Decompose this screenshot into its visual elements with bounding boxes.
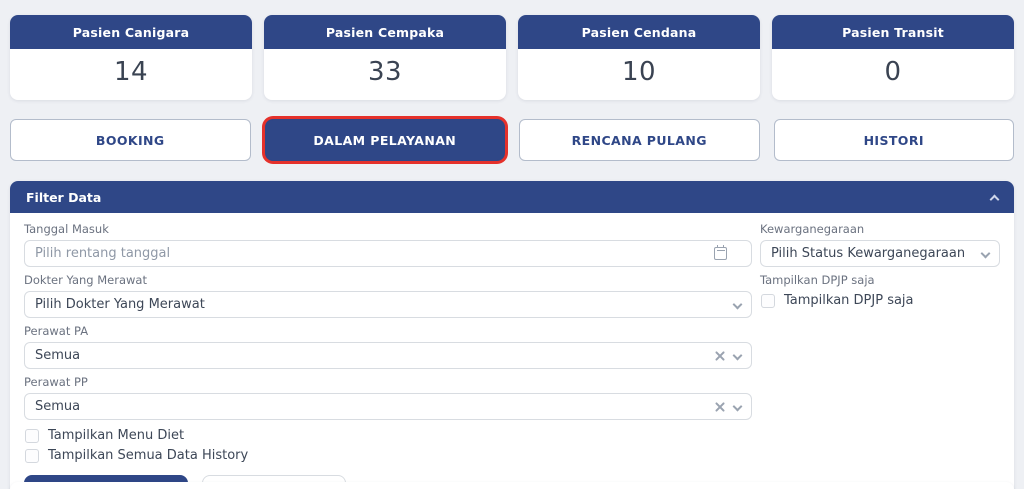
tab-booking[interactable]: BOOKING — [10, 119, 251, 161]
dokter-select[interactable]: Pilih Dokter Yang Merawat — [24, 291, 752, 318]
perawat-pp-selected-value: Semua — [35, 399, 81, 414]
dpjp-checkbox[interactable] — [761, 293, 775, 308]
clear-x-icon[interactable] — [715, 402, 725, 412]
calendar-icon[interactable] — [714, 244, 727, 260]
tanggal-masuk-placeholder: Pilih rentang tanggal — [35, 246, 171, 261]
filter-right-column: Kewarganegaraan Pilih Status Kewarganega… — [760, 222, 1000, 489]
dpjp-label: Tampilkan DPJP saja — [760, 273, 875, 287]
field-dpjp: Tampilkan DPJP saja Tampilkan DPJP saja — [760, 273, 1000, 308]
tab-dalam-pelayanan[interactable]: DALAM PELAYANAN — [264, 119, 505, 161]
summary-card-value: 33 — [367, 57, 403, 87]
chevron-up-icon[interactable] — [989, 194, 1000, 205]
menu-diet-checkbox[interactable] — [25, 428, 39, 443]
field-perawat-pa: Perawat PA Semua — [24, 324, 752, 369]
summary-cards-row: Pasien Canigara 14 Pasien Cempaka 33 Pas… — [10, 15, 1014, 100]
checkbox-row-menu-diet: Tampilkan Menu Diet — [25, 428, 752, 443]
chevron-down-icon[interactable] — [980, 248, 991, 259]
tab-histori[interactable]: HISTORI — [773, 119, 1014, 161]
summary-card-title: Pasien Cempaka — [264, 15, 506, 49]
filter-panel-header[interactable]: Filter Data — [10, 181, 1014, 213]
tanggal-masuk-input[interactable]: Pilih rentang tanggal — [24, 240, 752, 267]
filter-panel-title: Filter Data — [26, 190, 102, 205]
chevron-down-icon[interactable] — [732, 401, 743, 412]
summary-card-transit: Pasien Transit 0 — [772, 15, 1014, 100]
filter-panel: Filter Data Tanggal Masuk Pilih rentang … — [10, 181, 1014, 489]
chevron-down-icon[interactable] — [732, 299, 743, 310]
kewarganegaraan-select[interactable]: Pilih Status Kewarganegaraan — [760, 240, 1000, 267]
field-kewarganegaraan: Kewarganegaraan Pilih Status Kewarganega… — [760, 222, 1000, 267]
field-perawat-pp: Perawat PP Semua — [24, 375, 752, 420]
summary-card-value: 14 — [113, 57, 149, 87]
field-tanggal-masuk: Tanggal Masuk Pilih rentang tanggal — [24, 222, 752, 267]
dpjp-checkbox-label: Tampilkan DPJP saja — [784, 293, 914, 308]
summary-card-canigara: Pasien Canigara 14 — [10, 15, 252, 100]
kewarganegaraan-label: Kewarganegaraan — [760, 222, 865, 236]
menu-diet-checkbox-label: Tampilkan Menu Diet — [48, 428, 185, 443]
kewarganegaraan-selected-value: Pilih Status Kewarganegaraan — [771, 246, 966, 261]
data-history-checkbox[interactable] — [25, 448, 39, 463]
checkbox-row-data-history: Tampilkan Semua Data History — [25, 448, 752, 463]
dokter-label: Dokter Yang Merawat — [24, 273, 147, 287]
tab-rencana-pulang[interactable]: RENCANA PULANG — [519, 119, 760, 161]
summary-card-title: Pasien Transit — [772, 15, 1014, 49]
summary-card-value: 10 — [621, 57, 657, 87]
data-history-checkbox-label: Tampilkan Semua Data History — [48, 448, 249, 463]
checkbox-row-dpjp: Tampilkan DPJP saja — [761, 293, 1000, 308]
field-dokter: Dokter Yang Merawat Pilih Dokter Yang Me… — [24, 273, 752, 318]
next-section-card-edge — [10, 482, 1014, 489]
filter-left-column: Tanggal Masuk Pilih rentang tanggal Dokt… — [24, 222, 752, 489]
filter-form: Tanggal Masuk Pilih rentang tanggal Dokt… — [10, 213, 1014, 489]
summary-card-cempaka: Pasien Cempaka 33 — [264, 15, 506, 100]
clear-x-icon[interactable] — [715, 351, 725, 361]
chevron-down-icon[interactable] — [732, 350, 743, 361]
status-tabs: BOOKING DALAM PELAYANAN RENCANA PULANG H… — [10, 119, 1014, 161]
summary-card-title: Pasien Canigara — [10, 15, 252, 49]
summary-card-title: Pasien Cendana — [518, 15, 760, 49]
perawat-pa-select[interactable]: Semua — [24, 342, 752, 369]
perawat-pa-label: Perawat PA — [24, 324, 89, 338]
tanggal-masuk-label: Tanggal Masuk — [24, 222, 109, 236]
perawat-pp-label: Perawat PP — [24, 375, 88, 389]
summary-card-cendana: Pasien Cendana 10 — [518, 15, 760, 100]
dokter-selected-value: Pilih Dokter Yang Merawat — [35, 297, 205, 312]
summary-card-value: 0 — [884, 57, 902, 87]
perawat-pp-select[interactable]: Semua — [24, 393, 752, 420]
perawat-pa-selected-value: Semua — [35, 348, 81, 363]
